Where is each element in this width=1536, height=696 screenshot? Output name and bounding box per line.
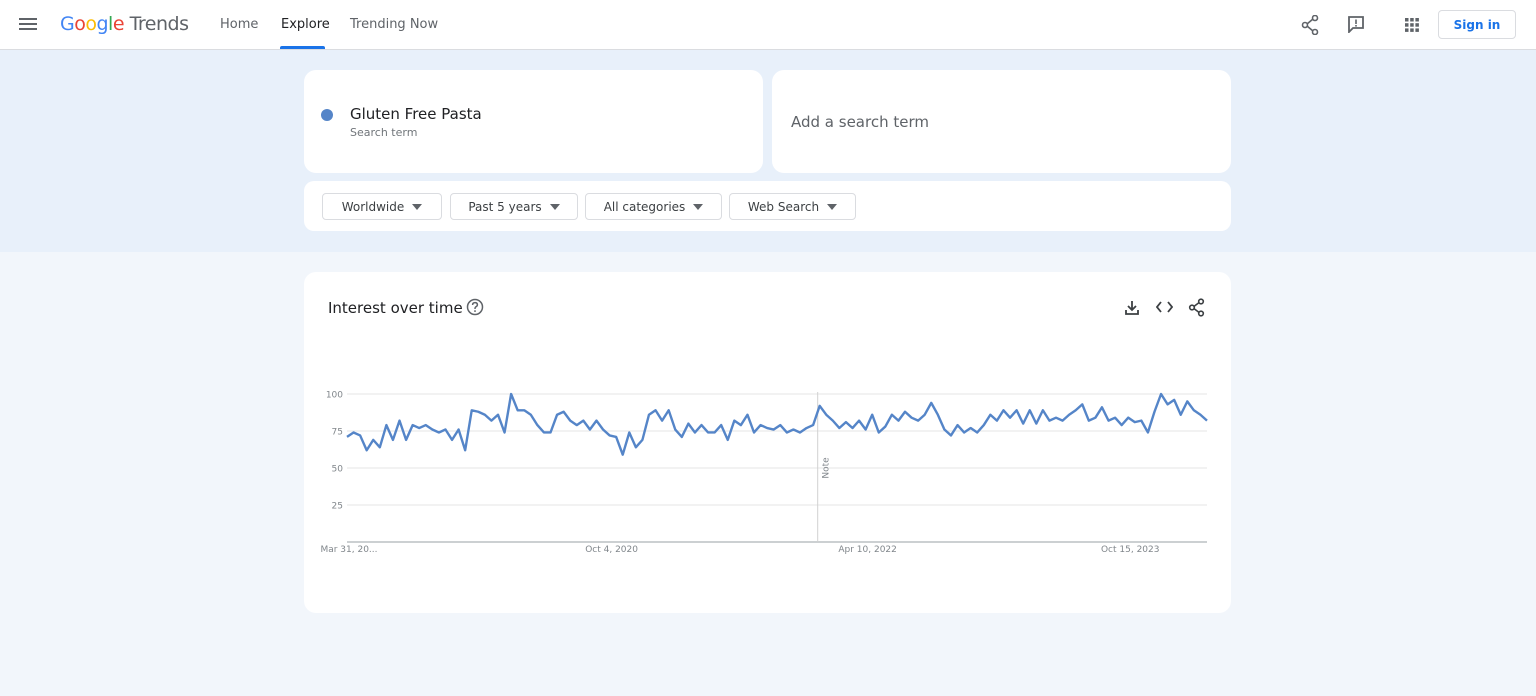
filter-dropdown[interactable]: All categories	[585, 193, 722, 220]
feedback-icon[interactable]	[1347, 15, 1365, 33]
chart-share-icon[interactable]	[1188, 298, 1205, 317]
menu-icon[interactable]	[19, 17, 37, 31]
filter-label: Past 5 years	[468, 199, 542, 214]
search-term-subtitle: Search term	[350, 126, 418, 139]
add-term-card[interactable]: Add a search term	[772, 70, 1231, 173]
chart: 25 50 75 100 Mar 31, 20... Oct 4, 2020 Apr 10,…	[320, 391, 1208, 555]
share-icon[interactable]	[1301, 15, 1319, 35]
x-tick-label: Oct 15, 2023	[1101, 545, 1160, 555]
x-tick-label: Oct 4, 2020	[585, 545, 638, 555]
filter-dropdown[interactable]: Past 5 years	[450, 193, 578, 220]
sign-in-button[interactable]: Sign in	[1438, 10, 1516, 39]
help-icon[interactable]	[466, 298, 484, 316]
filter-dropdown[interactable]: Worldwide	[322, 193, 442, 220]
chart-card: Interest over time 25 50 75 100 Mar 31, 20..…	[304, 272, 1231, 613]
download-icon[interactable]	[1125, 300, 1139, 316]
dropdown-arrow	[412, 203, 423, 210]
y-tick-label: 25	[332, 502, 343, 512]
search-term-card[interactable]: Gluten Free Pasta Search term	[304, 70, 763, 173]
filter-label: Web Search	[747, 199, 820, 214]
y-tick-label: 100	[326, 391, 343, 401]
dropdown-arrow	[827, 203, 838, 210]
trend-line	[346, 392, 1208, 456]
logo-brand: Google	[60, 13, 125, 35]
filter-label: All categories	[603, 199, 686, 214]
nav-active-indicator	[280, 46, 325, 49]
dropdown-arrow	[549, 203, 560, 210]
search-term: Gluten Free Pasta	[350, 105, 482, 123]
apps-icon[interactable]	[1405, 18, 1419, 32]
term-color-dot	[321, 109, 333, 121]
filter-label: Worldwide	[341, 199, 405, 214]
nav-item[interactable]: Explore	[281, 17, 330, 32]
dropdown-arrow	[693, 203, 704, 210]
y-tick-label: 75	[332, 428, 343, 438]
y-tick-label: 50	[332, 465, 344, 475]
chart-title: Interest over time	[328, 299, 463, 317]
x-tick-label: Mar 31, 20...	[320, 545, 377, 555]
note-label: Note	[822, 457, 832, 479]
x-tick-label: Apr 10, 2022	[838, 545, 897, 555]
header: Google Trends Home Explore Trending Now Si…	[0, 0, 1536, 50]
logo[interactable]: Google Trends	[60, 13, 189, 35]
logo-product: Trends	[129, 13, 189, 35]
filter-dropdown[interactable]: Web Search	[729, 193, 856, 220]
add-term-placeholder: Add a search term	[791, 113, 929, 131]
nav-item[interactable]: Home	[220, 17, 259, 32]
embed-icon[interactable]	[1156, 301, 1173, 313]
nav-item[interactable]: Trending Now	[350, 17, 439, 32]
